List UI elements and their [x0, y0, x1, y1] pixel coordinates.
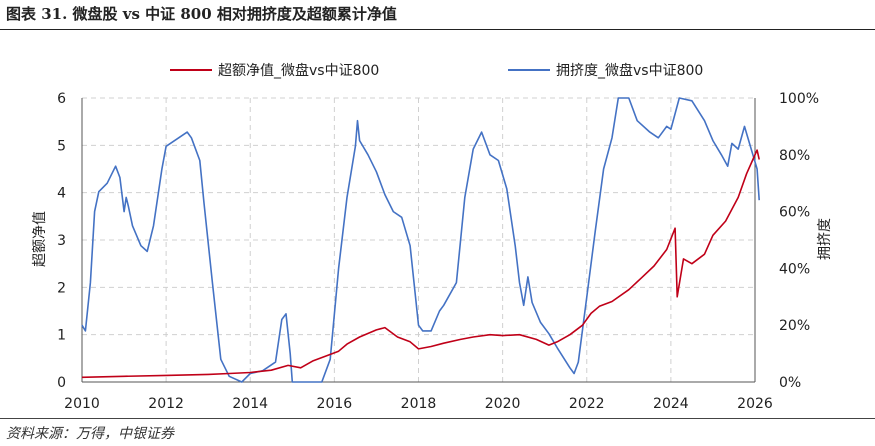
source-note: 资料来源：万得，中银证券	[6, 426, 174, 442]
y-right-tick-label: 40%	[779, 261, 810, 277]
legend-label: 超额净值_微盘vs中证800	[218, 62, 379, 79]
legend: 超额净值_微盘vs中证800 拥挤度_微盘vs中证800	[170, 62, 703, 79]
y-left-tick-label: 1	[57, 328, 66, 344]
x-tick-label: 2026	[737, 396, 773, 412]
y-axis-right-label: 拥挤度	[817, 218, 833, 260]
x-tick-label: 2010	[64, 396, 100, 412]
chart-area: 2010 2012 2014 2016 2018 2020 2022 2024 2026 0 1 2…	[32, 62, 833, 412]
legend-label: 拥挤度_微盘vs中证800	[556, 62, 703, 79]
y-left-tick-label: 3	[57, 233, 66, 249]
y-right-tick-label: 60%	[779, 205, 810, 221]
x-tick-label: 2024	[653, 396, 689, 412]
x-tick-label: 2020	[485, 396, 521, 412]
x-tick-label: 2016	[317, 396, 353, 412]
x-tick-label: 2014	[232, 396, 268, 412]
y-right-tick-label: 100%	[779, 91, 819, 107]
source-divider	[0, 418, 875, 419]
title-divider	[0, 29, 875, 30]
y-axis-left: 0 1 2 3 4 5 6	[57, 91, 83, 391]
grid-lines	[82, 97, 755, 382]
y-left-tick-label: 4	[57, 186, 66, 202]
y-left-tick-label: 5	[57, 138, 66, 154]
x-tick-label: 2018	[401, 396, 437, 412]
y-right-tick-label: 80%	[779, 148, 810, 164]
y-right-tick-label: 0%	[779, 375, 801, 391]
y-axis-left-label: 超额净值	[32, 211, 48, 267]
x-tick-label: 2022	[569, 396, 605, 412]
y-left-tick-label: 6	[57, 91, 66, 107]
series-lines	[81, 97, 760, 383]
excess-nav-line	[81, 149, 760, 379]
crowding-line	[81, 97, 760, 383]
x-tick-label: 2012	[148, 396, 184, 412]
y-left-tick-label: 0	[57, 375, 66, 391]
x-axis: 2010 2012 2014 2016 2018 2020 2022 2024 2026	[64, 381, 773, 412]
y-right-tick-label: 20%	[779, 318, 810, 334]
y-axis-right: 0% 20% 40% 60% 80% 100%	[754, 91, 819, 391]
chart-title: 图表 31. 微盘股 vs 中证 800 相对拥挤度及超额累计净值	[6, 5, 397, 23]
y-left-tick-label: 2	[57, 280, 66, 296]
